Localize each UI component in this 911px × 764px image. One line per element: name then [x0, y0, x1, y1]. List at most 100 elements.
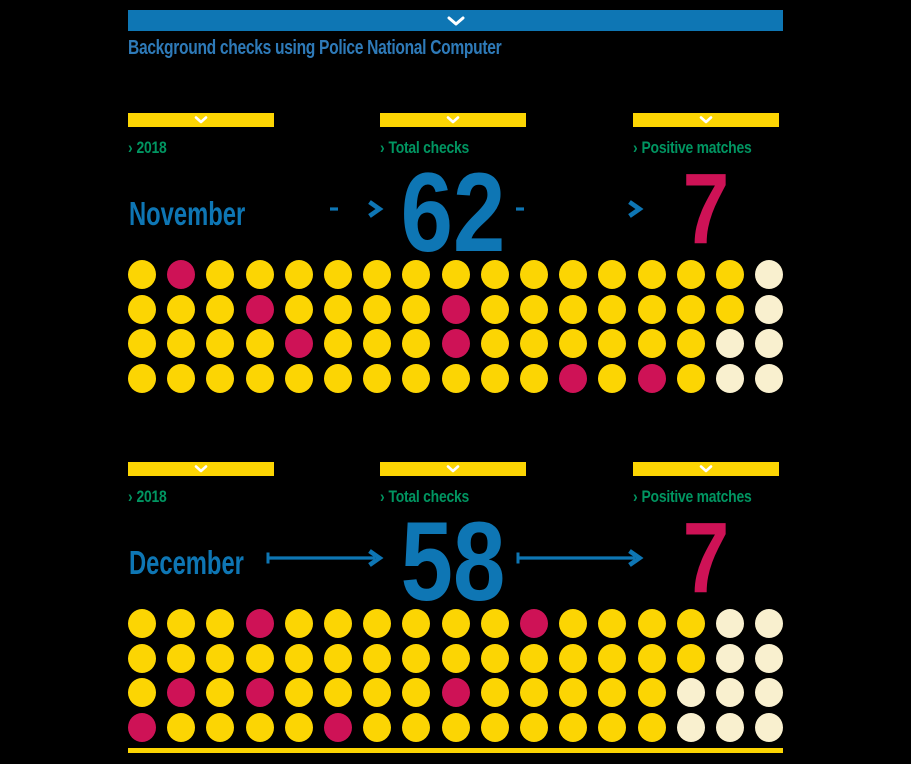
dot	[167, 712, 196, 742]
dot	[637, 712, 666, 742]
year-label: › 2018	[128, 487, 167, 507]
dot	[676, 260, 705, 289]
dot	[716, 294, 744, 324]
dot	[598, 712, 627, 742]
dot	[441, 643, 470, 673]
year-label-text: 2018	[136, 487, 167, 506]
dot	[755, 609, 784, 638]
dot	[520, 294, 548, 324]
flow-arrows	[330, 200, 644, 218]
dot	[480, 294, 509, 324]
dot	[441, 712, 470, 742]
dot	[402, 609, 431, 638]
dot	[637, 363, 666, 393]
positive-matches-value: 7	[682, 153, 730, 265]
positive-matches-label: › Positive matches	[633, 138, 752, 158]
dot	[402, 643, 431, 673]
dot	[167, 609, 196, 638]
dot	[480, 712, 509, 742]
dot	[676, 609, 705, 638]
dot	[324, 363, 352, 393]
dot	[598, 363, 627, 393]
dot	[716, 712, 744, 742]
dot	[284, 260, 313, 289]
dot	[402, 294, 431, 324]
dot	[559, 609, 588, 638]
dot	[324, 609, 352, 638]
month-label: December	[129, 544, 244, 581]
year-collapse-bar[interactable]	[128, 113, 274, 127]
bottom-rule	[128, 748, 783, 753]
dot	[167, 678, 196, 708]
dot	[324, 678, 352, 708]
positive-matches-collapse-bar[interactable]	[633, 113, 779, 127]
dot	[245, 678, 274, 708]
total-checks-label: › Total checks	[380, 487, 469, 507]
year-collapse-bar[interactable]	[128, 462, 274, 476]
dot	[363, 643, 392, 673]
dot	[206, 678, 235, 708]
dot	[245, 329, 274, 359]
dot	[284, 643, 313, 673]
dot	[402, 329, 431, 359]
dot	[559, 678, 588, 708]
top-collapse-bar[interactable]	[128, 10, 783, 31]
dot	[245, 294, 274, 324]
dot	[206, 294, 235, 324]
section-december: › 2018 › Total checks › Positive matches De…	[128, 462, 784, 747]
positive-matches-value: 7	[682, 502, 730, 614]
dot	[716, 260, 744, 289]
dot	[284, 363, 313, 393]
dot	[480, 678, 509, 708]
dot	[559, 712, 588, 742]
dot	[441, 609, 470, 638]
dot	[637, 260, 666, 289]
dot	[363, 329, 392, 359]
dot	[755, 712, 784, 742]
dot	[559, 329, 588, 359]
chevron-right-icon: ›	[128, 487, 133, 506]
dot	[480, 609, 509, 638]
dot	[167, 363, 196, 393]
dot	[363, 260, 392, 289]
dot	[598, 678, 627, 708]
chevron-right-icon: ›	[128, 138, 133, 157]
dot	[755, 363, 784, 393]
total-checks-collapse-bar[interactable]	[380, 462, 526, 476]
dot	[676, 363, 705, 393]
dot	[520, 329, 548, 359]
dot	[128, 363, 156, 393]
dot	[284, 712, 313, 742]
dot	[167, 294, 196, 324]
dot	[284, 609, 313, 638]
chevron-down-icon	[699, 465, 713, 473]
dot	[520, 712, 548, 742]
positive-matches-label-text: Positive matches	[641, 138, 752, 157]
dot	[441, 363, 470, 393]
dot	[206, 712, 235, 742]
dot-grid-november	[128, 260, 784, 393]
dot-grid-december	[128, 609, 784, 742]
dot	[716, 678, 744, 708]
section-november: › 2018 › Total checks › Positive matches No…	[128, 113, 784, 398]
dot	[676, 643, 705, 673]
positive-matches-collapse-bar[interactable]	[633, 462, 779, 476]
dot	[206, 363, 235, 393]
chevron-right-icon: ›	[633, 487, 638, 506]
total-checks-value: 58	[400, 499, 506, 624]
page-title: Background checks using Police National …	[128, 37, 502, 59]
dot	[676, 678, 705, 708]
year-label: › 2018	[128, 138, 167, 158]
dot	[441, 294, 470, 324]
dot	[128, 329, 156, 359]
dot	[324, 712, 352, 742]
dot	[128, 260, 156, 289]
total-checks-collapse-bar[interactable]	[380, 113, 526, 127]
dot	[245, 712, 274, 742]
year-label-text: 2018	[136, 138, 167, 157]
positive-matches-label-text: Positive matches	[641, 487, 752, 506]
dot	[128, 678, 156, 708]
dot	[284, 329, 313, 359]
dot	[206, 329, 235, 359]
dot	[559, 363, 588, 393]
